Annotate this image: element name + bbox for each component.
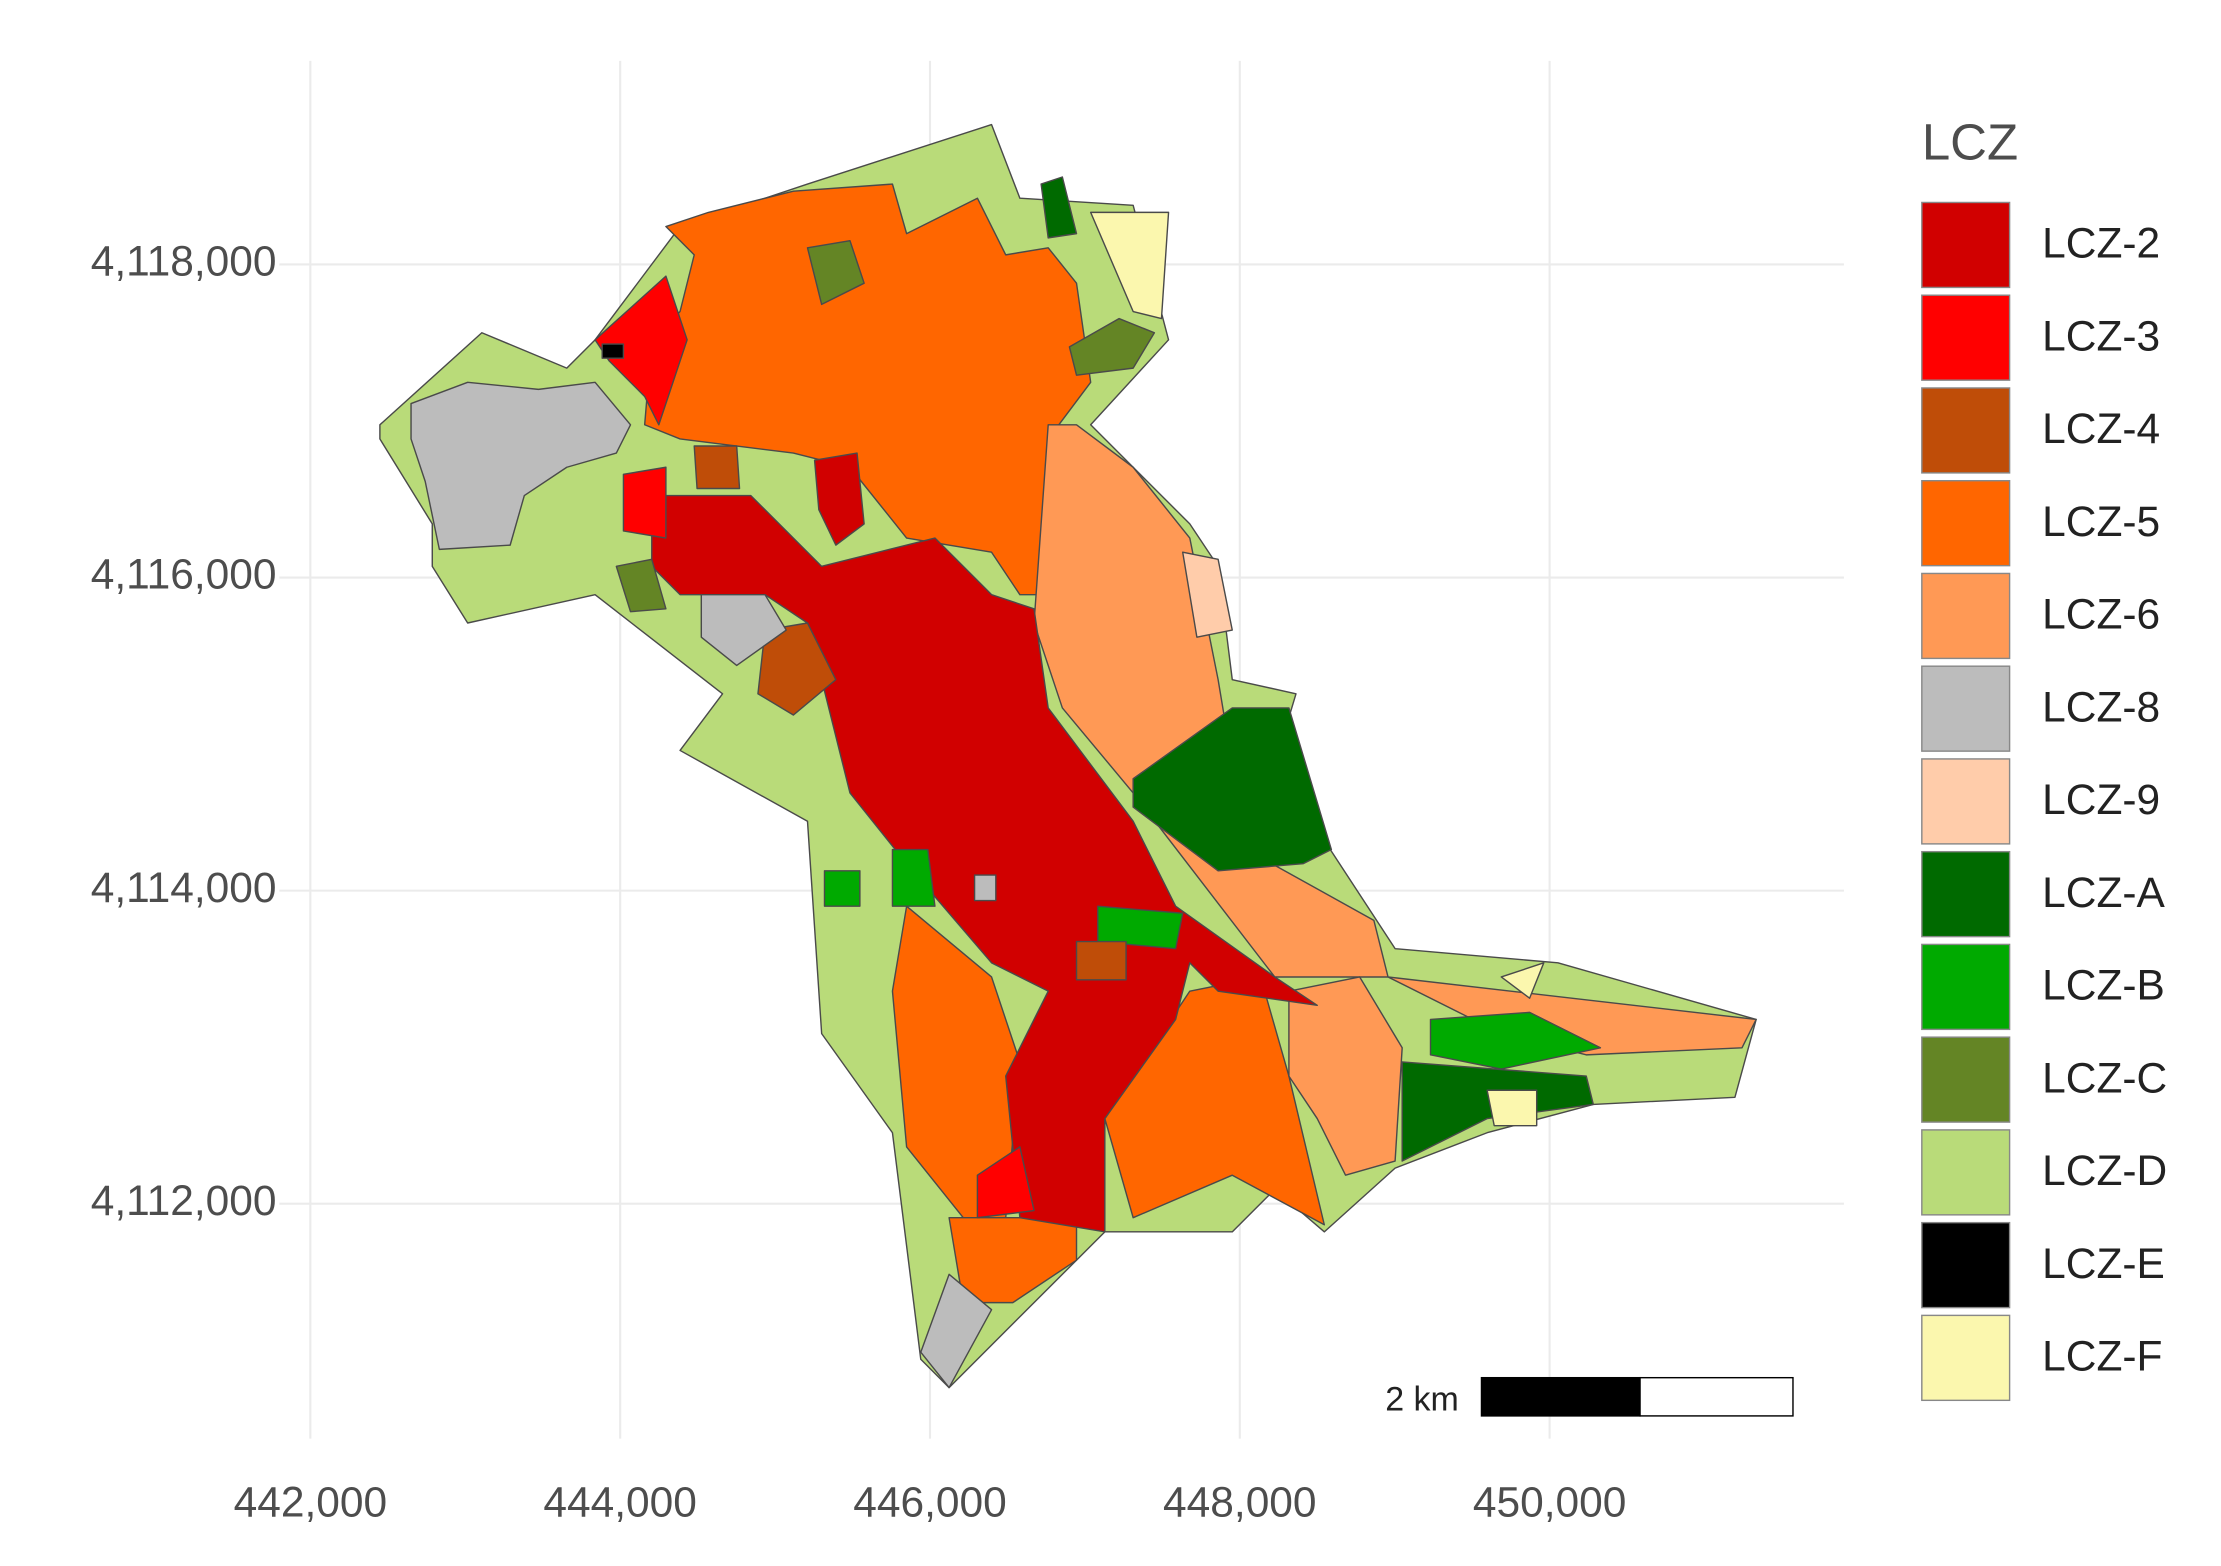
zone-lcz-c [1068,317,1156,376]
scale-bar-label: 2 km [1385,1381,1459,1419]
zone-lcz-4 [757,622,837,716]
legend-label: LCZ-2 [2042,220,2160,267]
zone-lcz-f [1486,1089,1538,1127]
zone-lcz-6 [1033,424,1757,1056]
axes: 442,000 444,000 446,000 448,000 450,000 4,112… [91,238,1627,1526]
legend-label: LCZ-D [2042,1147,2167,1194]
zone-lcz-3 [976,1146,1035,1219]
x-tick-label: 444,000 [543,1478,697,1525]
legend-label: LCZ-B [2042,962,2165,1009]
zone-lcz-4 [1075,940,1127,981]
legend-label: LCZ-6 [2042,591,2160,638]
zone-lcz-8 [973,874,997,902]
legend-label: LCZ-3 [2042,312,2160,359]
zone-lcz-c [615,558,667,613]
zone-lcz-8 [920,1273,993,1389]
zone-lcz-a [1040,176,1078,239]
legend-swatch [1921,294,2011,381]
legend: LCZ LCZ-2 LCZ-3 LCZ-4 LCZ-5 LCZ-6 LCZ-8 LCZ-9 L… [1921,113,2167,1402]
scale-bar-black [1480,1376,1641,1417]
legend-swatch [1921,1221,2011,1309]
zone-lcz-9 [1182,551,1233,638]
y-tick-label: 4,116,000 [91,551,277,598]
legend-swatch [1921,572,2011,660]
legend-label: LCZ-4 [2042,405,2160,452]
zone-lcz-4 [693,445,741,490]
legend-swatch [1921,758,2011,845]
zone-lcz-c [806,239,865,306]
legend-title: LCZ [1922,113,2018,170]
legend-swatch [1921,479,2011,567]
legend-label: LCZ-C [2042,1054,2167,1101]
zone-lcz-6 [1288,976,1403,1176]
legend-swatch [1921,201,2011,289]
scale-bar-white [1639,1376,1794,1417]
zone-lcz-b [1097,905,1184,950]
legend-label: LCZ-5 [2042,498,2160,545]
y-tick-label: 4,118,000 [91,238,277,285]
zone-lcz-8 [410,381,632,551]
zone-lcz-b [1429,1011,1602,1070]
legend-label: LCZ-F [2042,1332,2162,1379]
zone-lcz-b [823,870,861,907]
x-tick-label: 446,000 [853,1478,1007,1525]
zone-lcz-8 [700,593,787,667]
zone-lcz-3 [622,466,667,539]
legend-swatch [1921,1036,2011,1123]
legend-swatch [1921,1129,2011,1216]
x-tick-label: 450,000 [1473,1478,1627,1525]
legend-swatch [1921,665,2011,752]
zone-lcz-b [891,848,936,907]
zone-lcz-3 [594,275,688,426]
legend-label: LCZ-E [2042,1240,2165,1287]
zone-lcz-f [1089,211,1170,320]
zone-lcz-a [1132,707,1333,872]
legend-swatch [1921,387,2011,474]
legend-label: LCZ-9 [2042,776,2160,823]
legend-swatch [1921,943,2011,1031]
y-tick-label: 4,112,000 [91,1177,277,1224]
zone-lcz-2 [813,452,865,546]
zones [379,123,1757,1389]
legend-swatch [1921,1314,2011,1402]
legend-label: LCZ-8 [2042,683,2160,730]
scale-bar: 2 km [1385,1376,1794,1419]
x-tick-label: 442,000 [234,1478,388,1525]
zone-lcz-e [601,343,625,359]
zone-lcz-f [1500,962,1545,999]
legend-label: LCZ-A [2042,869,2165,916]
x-tick-label: 448,000 [1163,1478,1317,1525]
legend-swatch [1921,850,2011,938]
y-tick-label: 4,114,000 [91,864,277,911]
